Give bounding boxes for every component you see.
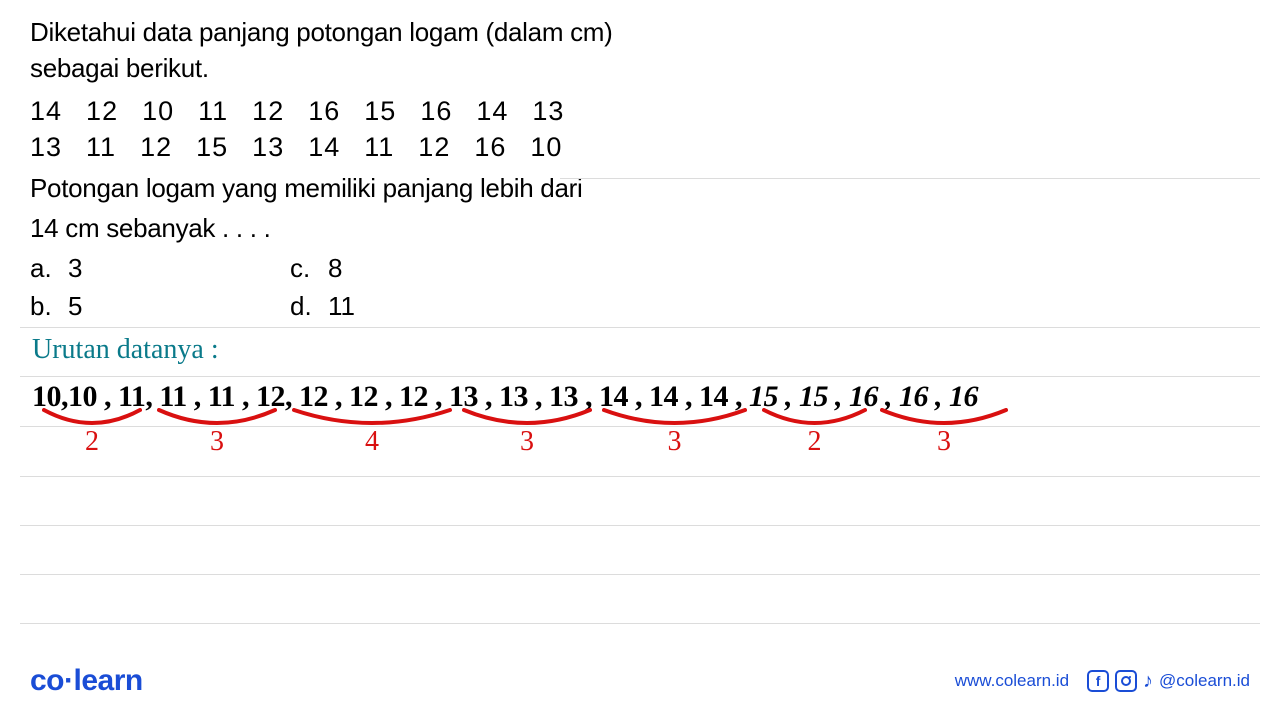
logo: co·learn bbox=[30, 664, 143, 698]
arcs-container: 2 3 4 3 3 2 3 bbox=[32, 408, 1250, 478]
social-handle: @colearn.id bbox=[1159, 671, 1250, 691]
arc-count: 2 bbox=[762, 426, 867, 458]
hline bbox=[20, 623, 1260, 624]
data-cell: 15 bbox=[364, 93, 396, 129]
arc-group: 3 bbox=[462, 408, 592, 458]
arc-group: 4 bbox=[292, 408, 452, 458]
arc-count: 3 bbox=[462, 426, 592, 458]
data-table: 14 12 10 11 12 16 15 16 14 13 13 11 12 1… bbox=[30, 93, 1250, 166]
logo-co: co bbox=[30, 664, 64, 697]
arc-group: 3 bbox=[157, 408, 277, 458]
data-cell: 11 bbox=[364, 129, 394, 165]
option-c: c. 8 bbox=[290, 250, 355, 288]
data-cell: 14 bbox=[476, 93, 508, 129]
option-d: d. 11 bbox=[290, 288, 355, 326]
data-cell: 13 bbox=[30, 129, 62, 165]
tiktok-icon[interactable]: ♪ bbox=[1143, 670, 1153, 692]
option-value: 5 bbox=[68, 288, 82, 326]
arc-count: 4 bbox=[292, 426, 452, 458]
data-cell: 10 bbox=[530, 129, 562, 165]
option-value: 11 bbox=[328, 288, 355, 326]
data-row-2: 13 11 12 15 13 14 11 12 16 10 bbox=[30, 129, 1250, 165]
option-letter: c. bbox=[290, 250, 328, 288]
data-cell: 12 bbox=[140, 129, 172, 165]
option-a: a. 3 bbox=[30, 250, 290, 288]
footer: co·learn www.colearn.id f ♪ @colearn.id bbox=[0, 664, 1280, 698]
question-line-1: Diketahui data panjang potongan logam (d… bbox=[30, 14, 1250, 50]
arc-group: 2 bbox=[42, 408, 142, 458]
data-cell: 16 bbox=[474, 129, 506, 165]
instagram-icon[interactable] bbox=[1115, 670, 1137, 692]
social-block: f ♪ @colearn.id bbox=[1087, 670, 1250, 692]
option-b: b. 5 bbox=[30, 288, 290, 326]
website-link[interactable]: www.colearn.id bbox=[955, 671, 1069, 691]
data-cell: 11 bbox=[86, 129, 116, 165]
arc-group: 3 bbox=[880, 408, 1008, 458]
options: a. 3 b. 5 c. 8 d. 11 bbox=[30, 250, 1250, 325]
arc-group: 3 bbox=[602, 408, 747, 458]
option-value: 8 bbox=[328, 250, 342, 288]
data-cell: 16 bbox=[308, 93, 340, 129]
data-cell: 14 bbox=[30, 93, 62, 129]
question-line-2: sebagai berikut. bbox=[30, 50, 1250, 86]
data-cell: 12 bbox=[252, 93, 284, 129]
arc-count: 3 bbox=[602, 426, 747, 458]
option-letter: a. bbox=[30, 250, 68, 288]
arc-count: 2 bbox=[42, 426, 142, 458]
arc-count: 3 bbox=[880, 426, 1008, 458]
data-cell: 16 bbox=[420, 93, 452, 129]
hline bbox=[20, 574, 1260, 575]
data-cell: 12 bbox=[86, 93, 118, 129]
footer-right: www.colearn.id f ♪ @colearn.id bbox=[955, 670, 1250, 692]
question-line-4: 14 cm sebanyak . . . . bbox=[30, 210, 1250, 246]
option-letter: b. bbox=[30, 288, 68, 326]
data-cell: 10 bbox=[142, 93, 174, 129]
data-cell: 14 bbox=[308, 129, 340, 165]
content-area: Diketahui data panjang potongan logam (d… bbox=[0, 0, 1280, 478]
logo-dot: · bbox=[64, 664, 74, 697]
data-cell: 12 bbox=[418, 129, 450, 165]
question-line-3: Potongan logam yang memiliki panjang leb… bbox=[30, 170, 1250, 206]
hline bbox=[20, 525, 1260, 526]
logo-learn: learn bbox=[74, 664, 143, 697]
data-row-1: 14 12 10 11 12 16 15 16 14 13 bbox=[30, 93, 1250, 129]
option-value: 3 bbox=[68, 250, 82, 288]
handwritten-title: Urutan datanya : bbox=[32, 334, 1250, 366]
facebook-icon[interactable]: f bbox=[1087, 670, 1109, 692]
data-cell: 11 bbox=[198, 93, 228, 129]
data-cell: 13 bbox=[532, 93, 564, 129]
data-cell: 15 bbox=[196, 129, 228, 165]
option-letter: d. bbox=[290, 288, 328, 326]
data-cell: 13 bbox=[252, 129, 284, 165]
arc-group: 2 bbox=[762, 408, 867, 458]
arc-count: 3 bbox=[157, 426, 277, 458]
